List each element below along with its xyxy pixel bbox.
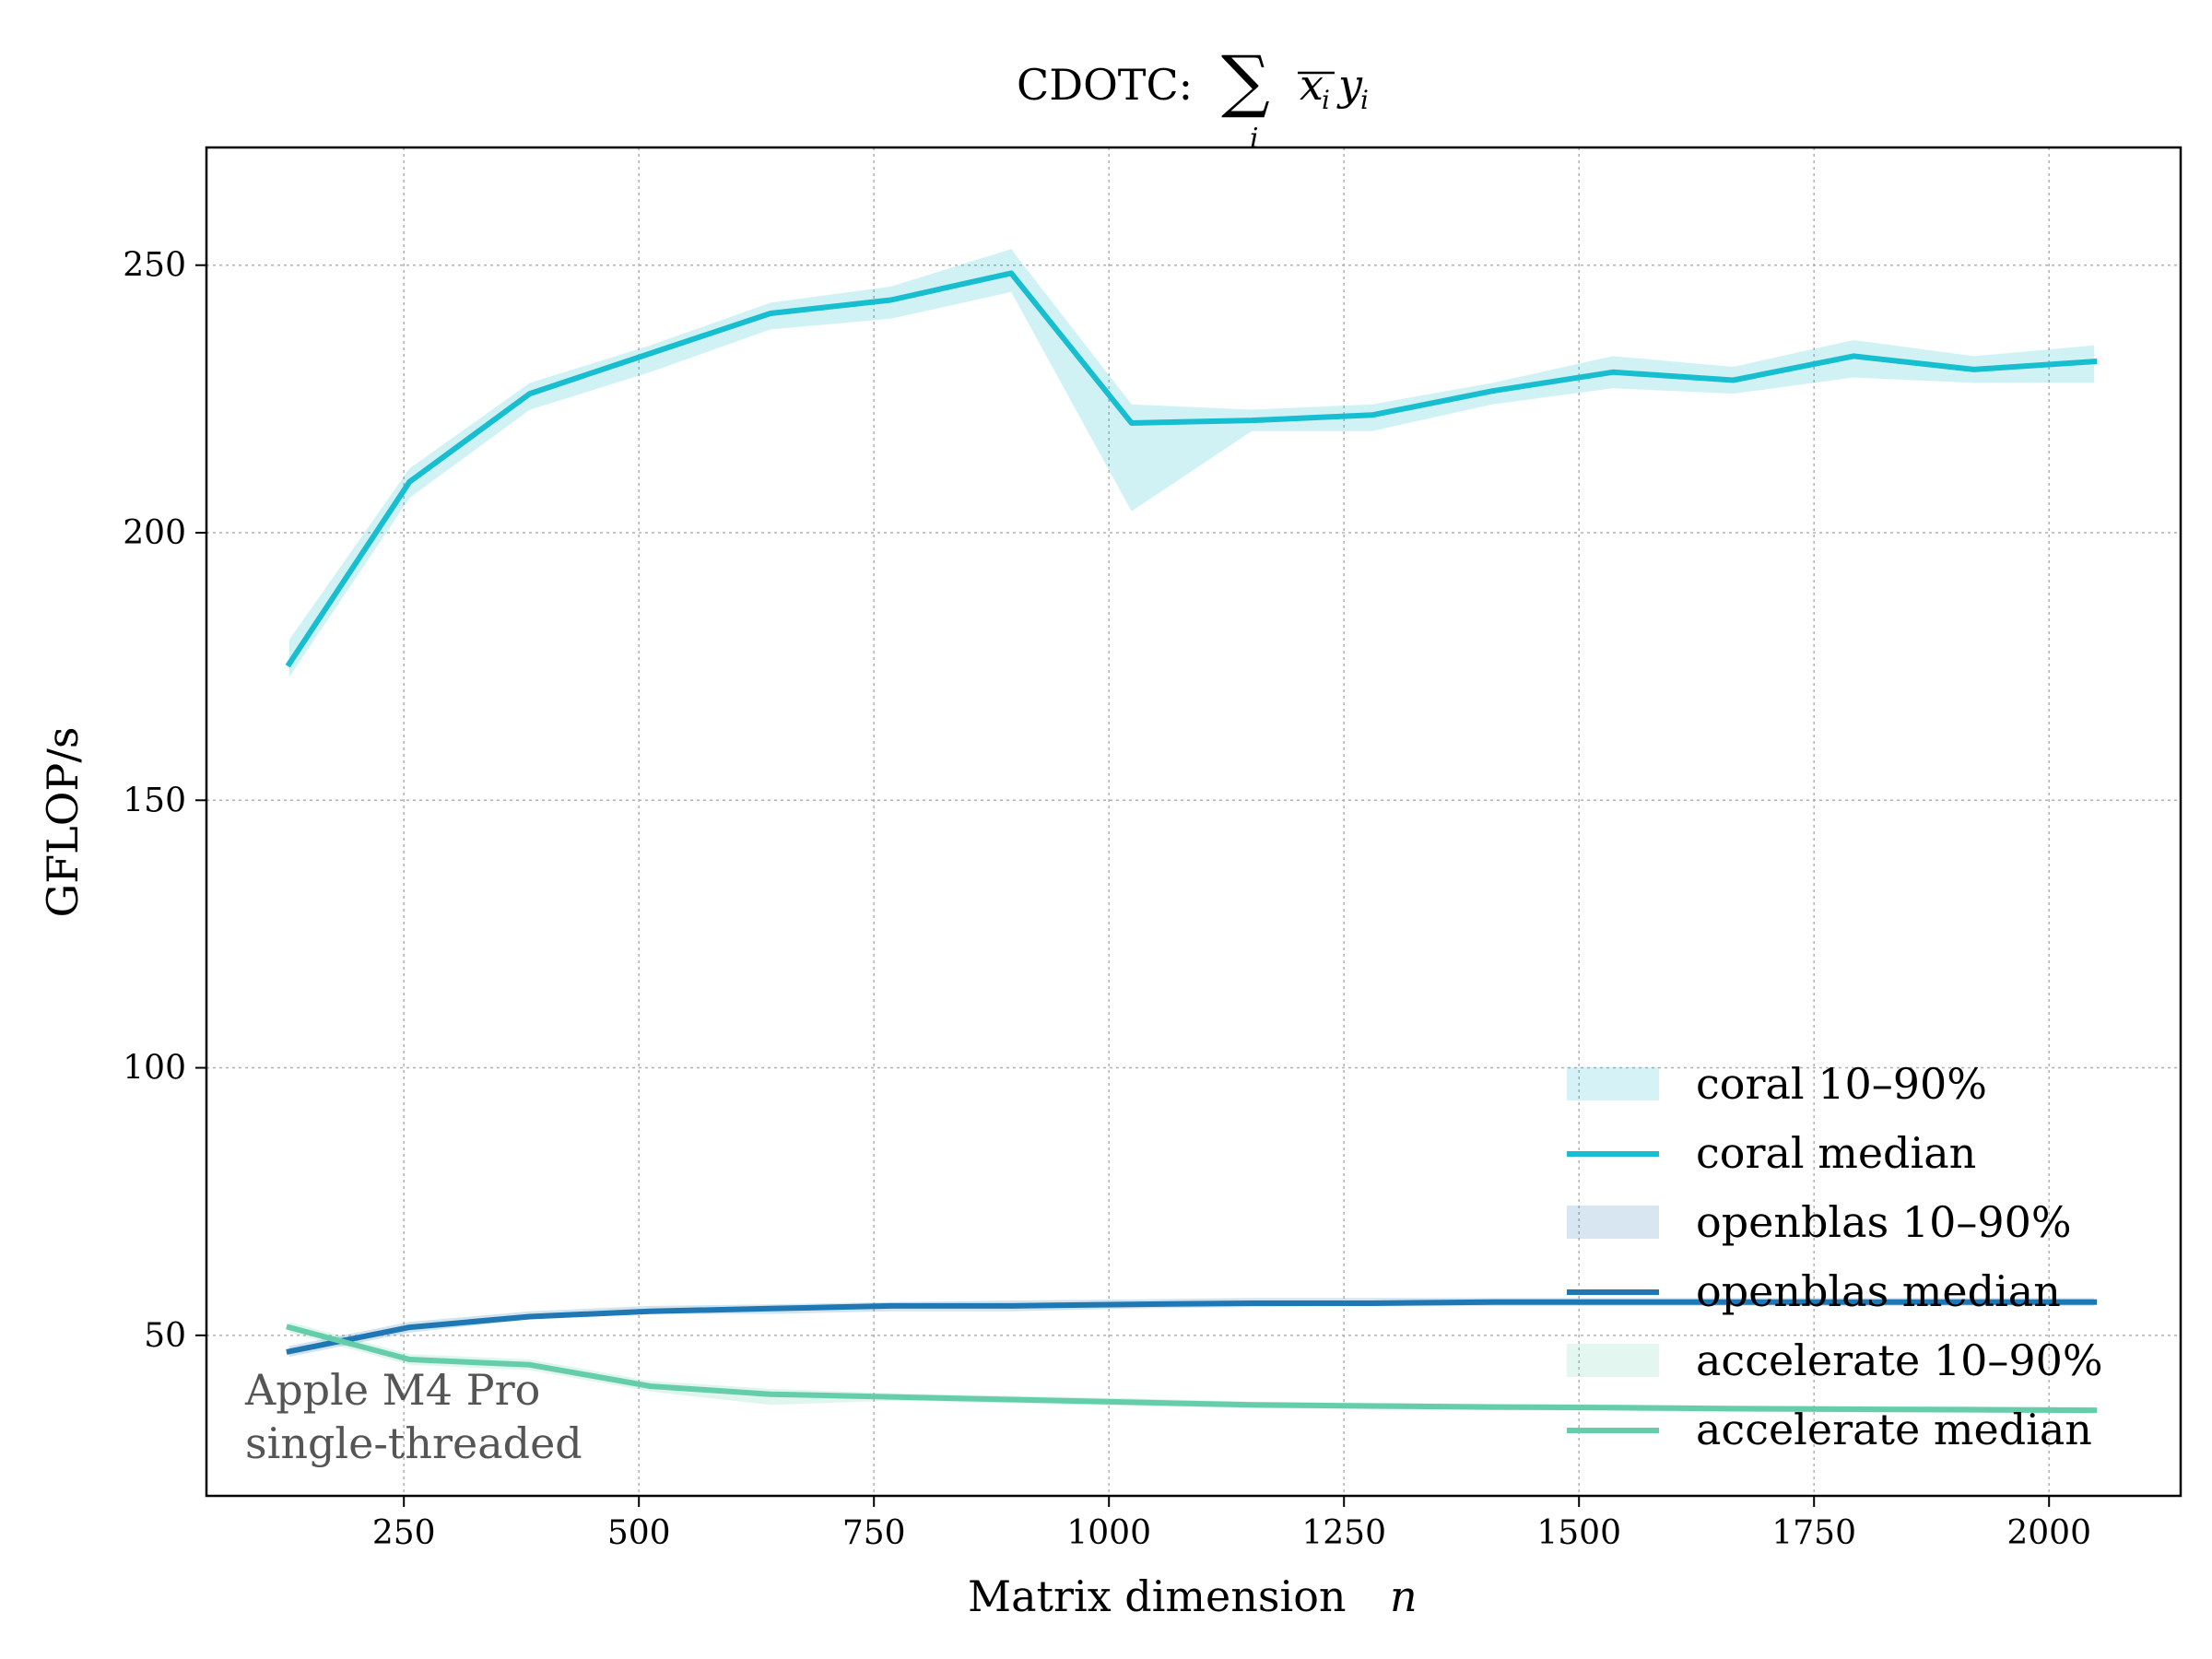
point-accelerate-median xyxy=(288,1326,290,1328)
title-sum-subscript: i xyxy=(1250,123,1259,155)
title-y-subscript: i xyxy=(1360,85,1369,115)
point-openblas-median xyxy=(1853,1301,1854,1303)
x-tick-label: 1250 xyxy=(1301,1514,1386,1552)
x-tick-label: 2000 xyxy=(2006,1514,2091,1552)
point-accelerate-median xyxy=(1491,1406,1493,1408)
y-tick-label: 50 xyxy=(144,1317,186,1355)
point-accelerate-median xyxy=(1010,1399,1012,1400)
point-accelerate-median xyxy=(408,1359,410,1360)
point-openblas-median xyxy=(2093,1301,2095,1303)
point-openblas-median xyxy=(890,1305,892,1307)
title-prefix: CDOTC: xyxy=(1017,60,1193,110)
point-accelerate-median xyxy=(649,1385,651,1387)
point-accelerate-median xyxy=(1733,1407,1734,1409)
point-coral-median xyxy=(1973,369,1975,371)
legend: coral 10–90% coral median openblas 10–90… xyxy=(1567,1059,2103,1454)
point-accelerate-median xyxy=(1853,1408,1854,1410)
point-coral-median xyxy=(408,481,410,483)
point-openblas-median xyxy=(1733,1301,1734,1303)
x-tick-label: 750 xyxy=(842,1514,906,1552)
x-axis-label: Matrix dimension n xyxy=(968,1571,1418,1621)
point-accelerate-median xyxy=(2093,1409,2095,1411)
title-y: y xyxy=(1336,60,1363,110)
point-coral-median xyxy=(1853,355,1854,357)
band-openblas xyxy=(288,1298,2095,1358)
x-tick-label: 500 xyxy=(607,1514,671,1552)
legend-swatch-accelerate-band xyxy=(1567,1344,1659,1377)
series-layer xyxy=(285,249,2098,1414)
line-openblas-median xyxy=(286,1299,2098,1355)
point-coral-median xyxy=(1010,272,1012,274)
title-sum-symbol: ∑ xyxy=(1221,41,1270,121)
point-accelerate-median xyxy=(1131,1401,1133,1403)
legend-label-accelerate-median: accelerate median xyxy=(1696,1405,2092,1454)
point-accelerate-median xyxy=(1612,1406,1614,1408)
band-coral xyxy=(288,249,2095,677)
x-axis-ticks: 250 500 750 1000 1250 1500 1750 2000 xyxy=(372,1496,2091,1552)
point-openblas-median xyxy=(1491,1301,1493,1303)
point-openblas-median xyxy=(1371,1302,1373,1304)
point-coral-median xyxy=(1491,390,1493,392)
point-coral-median xyxy=(1131,422,1133,424)
y-tick-label: 250 xyxy=(123,247,186,285)
title-x-subscript: i xyxy=(1322,85,1330,115)
point-coral-median xyxy=(2093,360,2095,362)
point-openblas-median xyxy=(1973,1301,1975,1303)
legend-label-accelerate-band: accelerate 10–90% xyxy=(1696,1335,2103,1385)
point-openblas-median xyxy=(1612,1301,1614,1303)
legend-swatch-openblas-band xyxy=(1567,1206,1659,1239)
point-coral-median xyxy=(1371,414,1373,416)
legend-label-coral-band: coral 10–90% xyxy=(1696,1059,1987,1109)
legend-swatch-coral-band xyxy=(1567,1067,1659,1100)
y-axis-label: GFLOP/s xyxy=(38,727,88,918)
point-openblas-median xyxy=(408,1326,410,1328)
plot-frame xyxy=(205,146,2183,1498)
point-accelerate-median xyxy=(1973,1409,1975,1410)
y-tick-label: 200 xyxy=(123,514,186,552)
point-coral-median xyxy=(1612,371,1614,373)
point-coral-median xyxy=(1733,380,1734,381)
point-openblas-median xyxy=(1251,1302,1253,1304)
annotation-line-2: single-threaded xyxy=(245,1418,582,1468)
x-tick-label: 1500 xyxy=(1536,1514,1621,1552)
chart-title: CDOTC: ∑ i x i y i xyxy=(1017,41,1369,155)
point-openblas-median xyxy=(1010,1305,1012,1307)
point-openblas-median xyxy=(288,1350,290,1352)
y-tick-label: 150 xyxy=(123,782,186,819)
annotation-line-1: Apple M4 Pro xyxy=(244,1365,540,1415)
point-coral-median xyxy=(288,663,290,665)
point-accelerate-median xyxy=(529,1364,531,1366)
x-axis-label-variable: n xyxy=(1390,1571,1418,1621)
point-coral-median xyxy=(649,353,651,354)
point-accelerate-median xyxy=(1251,1404,1253,1406)
x-axis-label-text: Matrix dimension xyxy=(968,1571,1347,1621)
x-tick-label: 1000 xyxy=(1066,1514,1151,1552)
point-openblas-median xyxy=(529,1316,531,1317)
grid-lines xyxy=(206,147,2181,1496)
legend-label-coral-median: coral median xyxy=(1696,1128,1976,1178)
title-x: x xyxy=(1300,60,1324,110)
point-accelerate-median xyxy=(890,1396,892,1398)
y-axis-ticks: 50 100 150 200 250 xyxy=(123,247,206,1355)
x-tick-label: 1750 xyxy=(1771,1514,1856,1552)
line-coral-median xyxy=(285,270,2098,668)
platform-annotation: Apple M4 Pro single-threaded xyxy=(244,1365,582,1468)
point-coral-median xyxy=(1251,419,1253,421)
point-openblas-median xyxy=(649,1311,651,1312)
y-tick-label: 100 xyxy=(123,1050,186,1088)
line-accelerate-median xyxy=(286,1324,2098,1414)
x-tick-label: 250 xyxy=(372,1514,436,1552)
legend-label-openblas-median: openblas median xyxy=(1696,1266,2061,1316)
legend-label-openblas-band: openblas 10–90% xyxy=(1696,1197,2072,1247)
point-openblas-median xyxy=(1131,1303,1133,1305)
